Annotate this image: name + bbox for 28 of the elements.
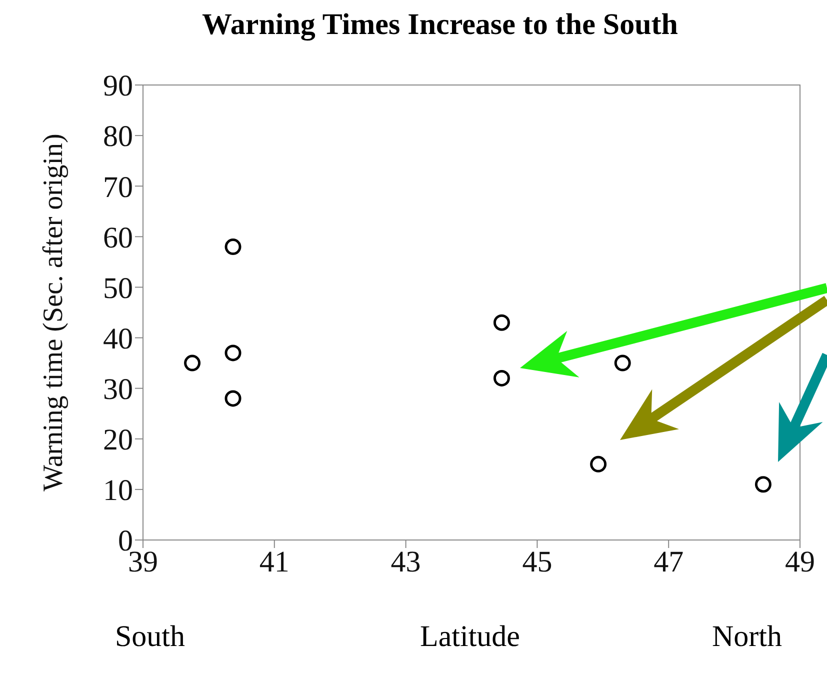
text: South xyxy=(115,620,186,654)
y-tick-label: 80 xyxy=(103,120,133,154)
x-tick-label: 43 xyxy=(390,545,421,578)
y-tick-label: 40 xyxy=(103,322,133,356)
y-tick-label: 90 xyxy=(103,70,133,103)
point xyxy=(493,370,510,386)
point xyxy=(590,456,607,472)
y-tick-label: 50 xyxy=(103,272,133,305)
chart-title: Warning Times Increase to the South xyxy=(201,8,679,42)
y-axis-title: Warning time (Sec. after origin) xyxy=(38,134,69,492)
point xyxy=(224,238,242,256)
point xyxy=(184,354,201,372)
y-tick-label: 60 xyxy=(103,221,133,254)
x-axis-title: Latitude xyxy=(420,620,520,653)
point xyxy=(224,390,242,407)
x-tick-label: 45 xyxy=(522,545,552,578)
text: North xyxy=(712,620,782,654)
x-tick-label: 41 xyxy=(259,545,290,578)
point xyxy=(754,476,772,493)
x-tick-label: 47 xyxy=(654,545,684,578)
y-tick-label: 70 xyxy=(103,170,133,204)
y-tick-label: 10 xyxy=(103,474,133,508)
point xyxy=(493,314,510,331)
point xyxy=(614,354,631,372)
point xyxy=(224,344,242,362)
y-tick-label: 30 xyxy=(103,372,133,406)
y-tick-label: 20 xyxy=(103,424,133,457)
x-tick-label: 49 xyxy=(785,545,815,578)
